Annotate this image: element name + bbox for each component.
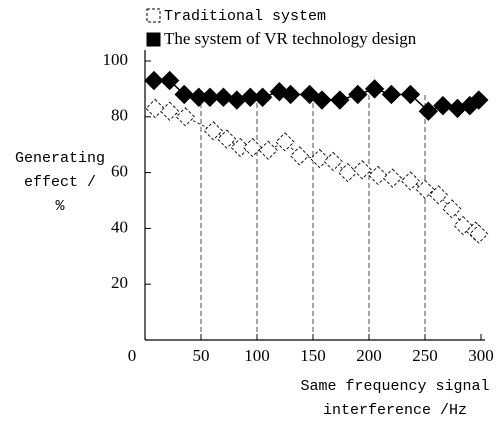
y-tick-label: 100: [103, 50, 129, 69]
marker: [289, 146, 310, 166]
x-axis-label: interference /Hz: [323, 402, 467, 419]
marker: [382, 168, 403, 188]
marker: [310, 149, 330, 169]
marker: [352, 160, 372, 180]
marker: [330, 90, 350, 110]
x-tick-label: 100: [244, 346, 270, 365]
marker: [213, 87, 234, 107]
y-tick-label: 20: [111, 273, 128, 292]
x-tick-label: 50: [193, 346, 210, 365]
marker: [469, 90, 489, 110]
marker: [242, 137, 263, 158]
marker: [364, 79, 385, 99]
marker: [275, 132, 295, 152]
x-tick-label: 200: [356, 346, 382, 365]
marker: [348, 84, 368, 105]
x-tick-label: 300: [468, 346, 494, 365]
series-line: [155, 108, 480, 235]
marker: [252, 87, 273, 107]
x-tick-label: 0: [128, 346, 137, 365]
marker: [400, 84, 421, 105]
marker: [400, 171, 421, 191]
marker: [174, 84, 194, 105]
marker: [442, 199, 462, 219]
marker: [428, 185, 449, 205]
marker: [433, 95, 453, 116]
y-axis-label: Generating: [15, 150, 105, 167]
x-tick-label: 250: [412, 346, 438, 365]
x-tick-label: 150: [300, 346, 326, 365]
marker: [418, 101, 439, 121]
y-tick-label: 40: [111, 217, 128, 236]
marker: [144, 70, 164, 91]
legend-label: Traditional system: [164, 8, 326, 25]
marker: [217, 129, 237, 149]
legend-swatch: [146, 8, 161, 23]
marker: [227, 90, 247, 110]
marker: [145, 98, 165, 119]
marker: [280, 84, 301, 105]
marker: [469, 224, 489, 244]
marker: [381, 84, 402, 105]
y-axis-label: effect /: [24, 174, 96, 191]
marker: [200, 87, 220, 107]
legend-label: The system of VR technology design: [164, 29, 417, 48]
marker: [415, 179, 435, 199]
x-axis-label: Same frequency signal: [300, 378, 489, 395]
marker: [323, 151, 343, 172]
y-tick-label: 60: [111, 162, 128, 181]
marker: [203, 121, 223, 141]
marker: [258, 140, 278, 160]
y-tick-label: 80: [111, 106, 128, 125]
marker: [230, 137, 250, 158]
marker: [368, 165, 388, 186]
legend-swatch: [146, 32, 161, 47]
y-axis-label: %: [55, 198, 65, 215]
marker: [338, 162, 358, 183]
marker: [159, 70, 180, 91]
marker: [175, 107, 195, 127]
marker: [312, 90, 332, 110]
marker: [160, 101, 180, 121]
